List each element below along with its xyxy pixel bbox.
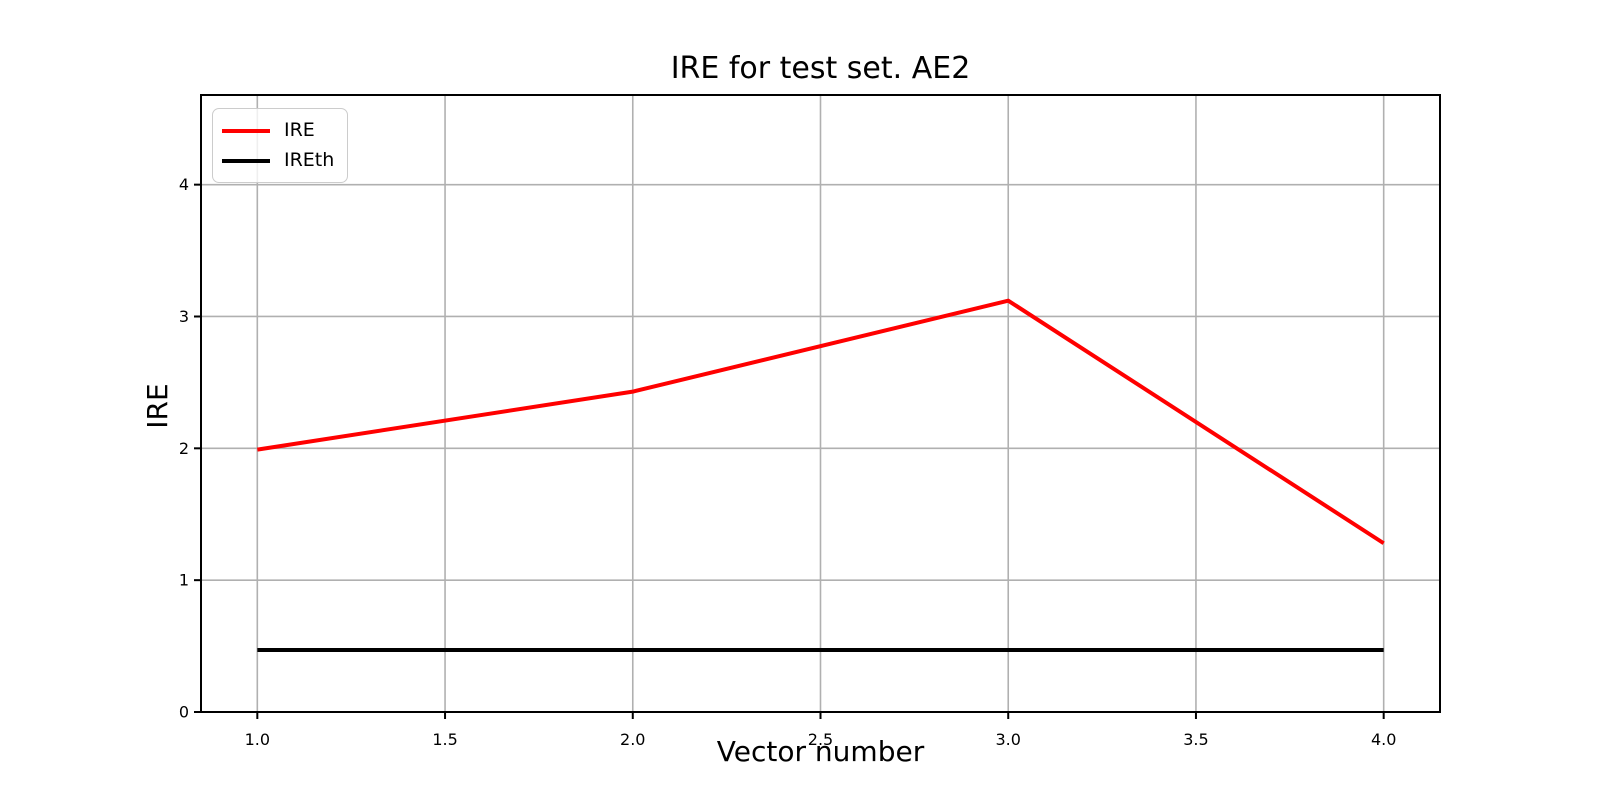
legend-label-ire: IRE (284, 119, 315, 141)
x-axis-label: Vector number (716, 735, 925, 768)
legend: IRE IREth (212, 108, 349, 183)
legend-swatch-ireth (222, 158, 270, 163)
y-tick-label: 1 (179, 571, 189, 590)
x-tick-label: 1.5 (432, 730, 457, 749)
y-tick-label: 0 (179, 703, 189, 722)
legend-item-ire: IRE (222, 117, 334, 144)
chart-title: IRE for test set. AE2 (670, 51, 971, 86)
y-tick-label: 4 (179, 175, 189, 194)
legend-label-ireth: IREth (284, 149, 335, 171)
x-tick-label: 3.5 (1183, 730, 1208, 749)
x-tick-label: 2.0 (620, 730, 645, 749)
x-tick-label: 1.0 (245, 730, 270, 749)
y-tick-label: 3 (179, 307, 189, 326)
legend-swatch-ire (222, 128, 270, 133)
y-axis-label: IRE (141, 383, 174, 429)
x-tick-label: 4.0 (1371, 730, 1396, 749)
legend-item-ireth: IREth (222, 147, 334, 174)
x-tick-label: 2.5 (808, 730, 833, 749)
x-tick-label: 3.0 (996, 730, 1021, 749)
y-tick-label: 2 (179, 439, 189, 458)
series-line-ire (257, 298, 1385, 545)
